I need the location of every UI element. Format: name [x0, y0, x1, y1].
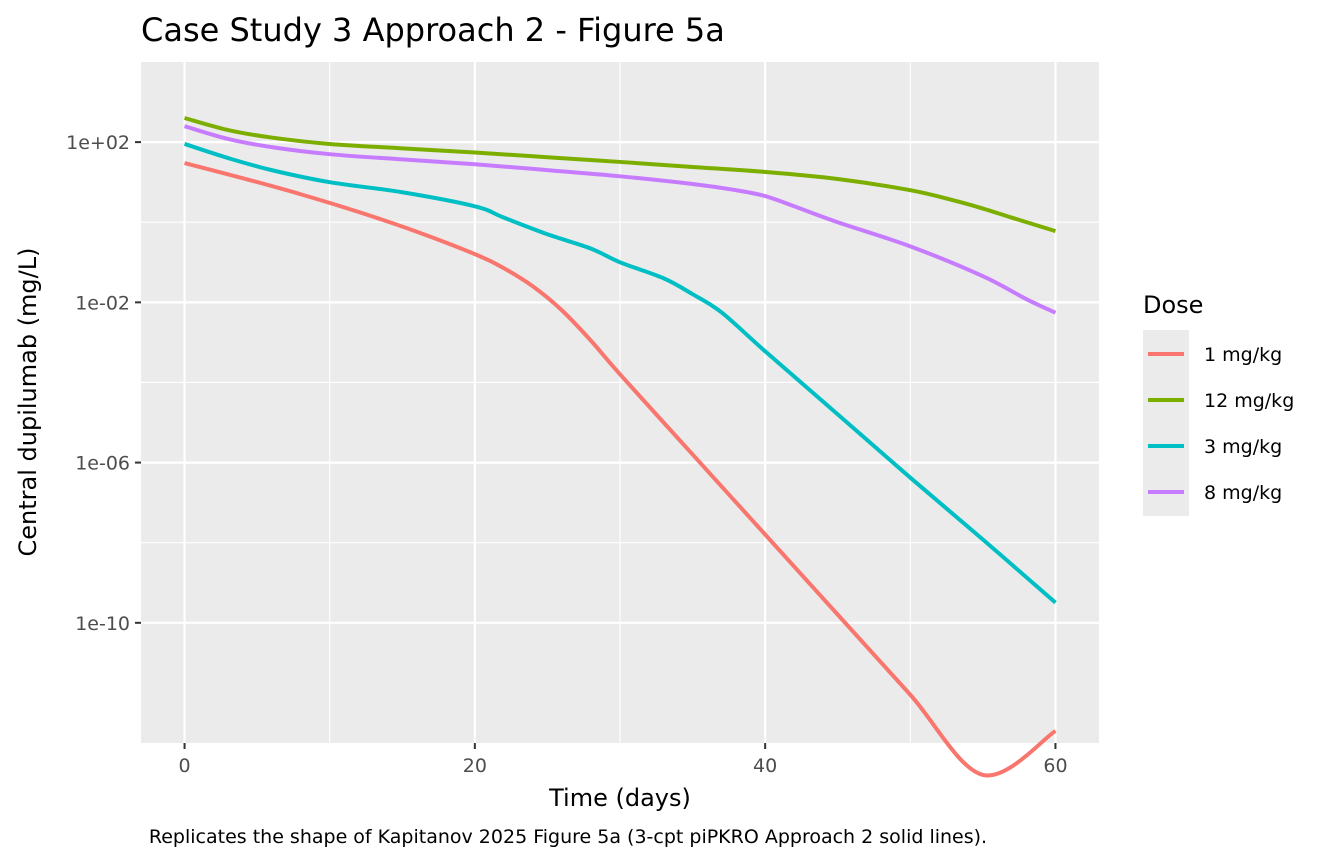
y-axis-title: Central dupilumab (mg/L)	[14, 248, 42, 557]
legend-label-1-mg-kg: 1 mg/kg	[1204, 344, 1282, 366]
x-tick-label: 60	[1043, 755, 1067, 777]
y-tick-label: 1e-10	[75, 613, 130, 635]
x-tick-label: 20	[463, 755, 487, 777]
legend-label-8-mg-kg: 8 mg/kg	[1204, 482, 1282, 504]
y-axis: 1e+02 1e-02 1e-06 1e-10	[66, 132, 141, 635]
series-line-1-mg-kg	[184, 161, 1057, 778]
series-line-8-mg-kg	[183, 124, 1057, 315]
series-line-12-mg-kg	[184, 116, 1057, 234]
x-axis: 0 20 40 60	[178, 743, 1068, 777]
y-tick-label: 1e-06	[75, 453, 130, 475]
chart-title: Case Study 3 Approach 2 - Figure 5a	[141, 11, 725, 49]
series-line-3-mg-kg	[183, 142, 1057, 605]
y-tick-label: 1e+02	[66, 132, 130, 154]
x-tick-label: 40	[753, 755, 777, 777]
caption: Replicates the shape of Kapitanov 2025 F…	[149, 826, 987, 848]
legend-title: Dose	[1143, 291, 1203, 319]
legend-label-12-mg-kg: 12 mg/kg	[1204, 390, 1294, 412]
x-axis-title: Time (days)	[548, 784, 691, 812]
y-tick-label: 1e-02	[75, 292, 130, 314]
x-tick-label: 0	[178, 755, 190, 777]
series-layer	[183, 116, 1057, 778]
legend-key-background	[1143, 330, 1189, 516]
legend-label-3-mg-kg: 3 mg/kg	[1204, 436, 1282, 458]
legend: Dose 1 mg/kg 12 mg/kg 3 mg/kg 8 mg/kg	[1143, 291, 1294, 516]
